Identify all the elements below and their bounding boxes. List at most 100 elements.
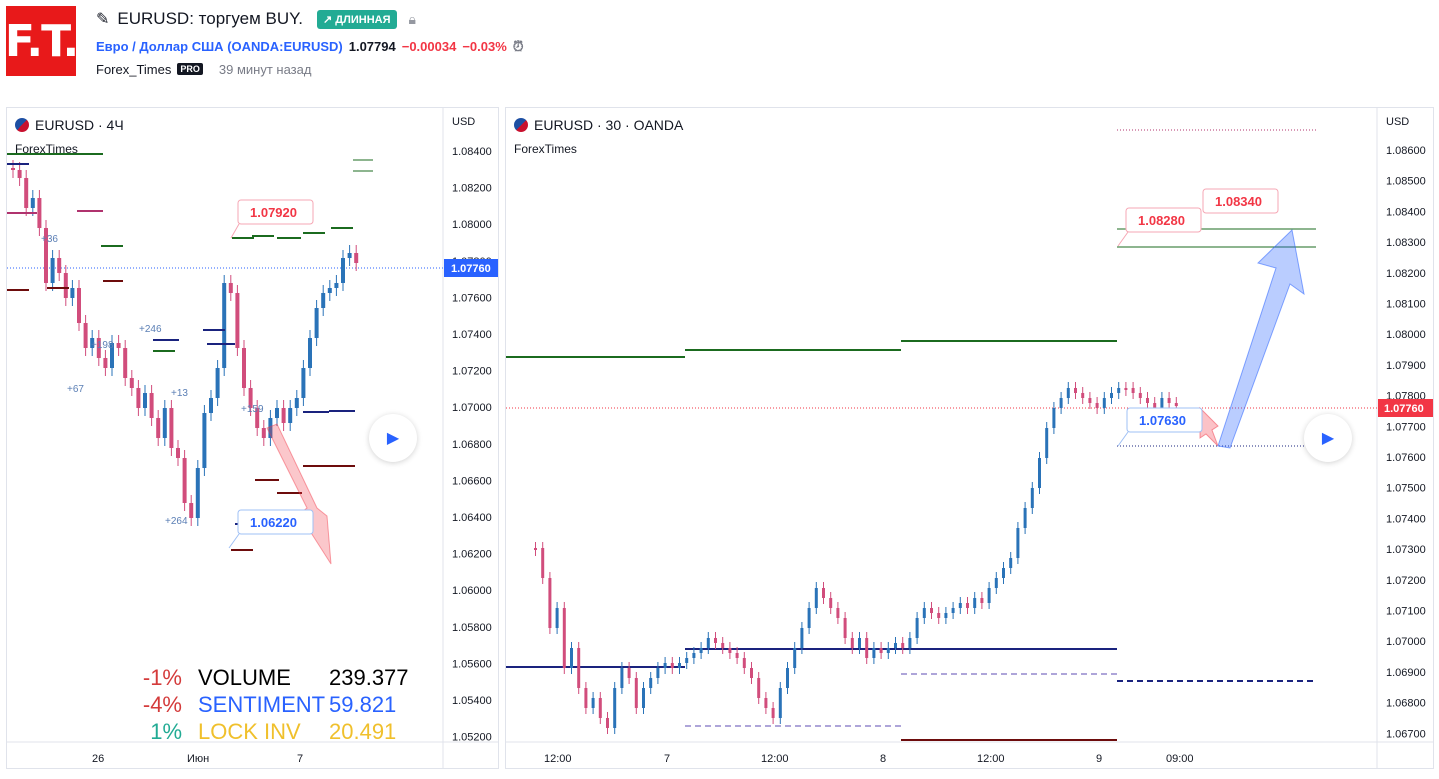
- left-candle: [228, 283, 233, 293]
- right-candle: [1146, 398, 1149, 403]
- left-callout-bottom-text: 1.06220: [250, 515, 297, 530]
- left-candle: [215, 368, 220, 398]
- right-candle: [807, 608, 811, 628]
- left-y-tick-label: 1.08400: [452, 146, 492, 158]
- right-candle: [1117, 388, 1121, 393]
- right-candle: [584, 688, 588, 708]
- left-callout-top-text: 1.07920: [250, 205, 297, 220]
- symbol-row: Евро / Доллар США (OANDA:EURUSD) 1.07794…: [96, 37, 524, 55]
- left-candle: [123, 348, 128, 378]
- left-candle: [176, 448, 180, 458]
- right-candle: [829, 598, 833, 608]
- left-candle: [242, 348, 246, 388]
- left-callout-pointer: [230, 223, 240, 239]
- left-candle: [209, 398, 213, 413]
- lockinv-pct: 1%: [150, 719, 182, 744]
- right-x-tick-label: 8: [880, 753, 886, 765]
- right-y-tick-label: 1.07300: [1386, 544, 1426, 556]
- symbol-name-link[interactable]: Евро / Доллар США (OANDA:EURUSD): [96, 39, 343, 54]
- left-candle: [334, 283, 339, 288]
- left-y-tick-label: 1.06800: [452, 439, 492, 451]
- right-y-tick-label: 1.08000: [1386, 329, 1426, 341]
- right-candle: [1023, 508, 1027, 528]
- stats-panel: -1% VOLUME 239.377 -4% SENTIMENT 59.821 …: [137, 664, 409, 745]
- right-chart-canvas[interactable]: 1.08600 1.08500 1.08400 1.08300 1.08200 1.081…: [506, 108, 1434, 769]
- right-candle: [714, 638, 717, 643]
- left-down-arrow: [266, 423, 332, 565]
- right-candle: [685, 658, 689, 663]
- left-chart-canvas[interactable]: 1.084001.082001.080001.078001.076001.074…: [7, 108, 499, 769]
- right-candle: [721, 643, 725, 648]
- long-badge: ↗ ДЛИННАЯ: [317, 9, 397, 29]
- right-play-button[interactable]: ▶: [1304, 414, 1352, 462]
- left-play-button[interactable]: ▶: [369, 414, 417, 462]
- right-x-tick-label: 9: [1096, 753, 1102, 765]
- left-x-tick-label: Июн: [187, 753, 209, 765]
- right-candle: [1110, 393, 1113, 398]
- left-candle: [341, 258, 345, 283]
- right-x-tick-label: 7: [664, 753, 670, 765]
- eurusd-flag-icon: [514, 118, 528, 132]
- right-candle: [858, 638, 861, 648]
- right-candle: [994, 578, 998, 588]
- right-candle: [1074, 388, 1077, 393]
- left-chart-panel[interactable]: 1.084001.082001.080001.078001.076001.074…: [6, 107, 499, 769]
- alarm-icon[interactable]: ⏰︎: [512, 37, 524, 54]
- right-callout-b: [1202, 188, 1279, 214]
- left-y-tick-label: 1.06400: [452, 512, 492, 524]
- left-y-tick-label: 1.05200: [452, 732, 492, 744]
- lock-icon[interactable]: 🔒︎: [408, 10, 416, 27]
- right-candle: [555, 608, 559, 628]
- stats-row-sentiment: -4% SENTIMENT 59.821: [137, 691, 409, 718]
- right-y-tick-label: 1.07100: [1386, 606, 1426, 618]
- right-y-tick-label: 1.07400: [1386, 513, 1426, 525]
- time-ago: 39 минут назад: [218, 61, 312, 77]
- left-candle: [156, 418, 161, 438]
- stats-row-lockinv: 1% LOCK INV 20.491: [137, 718, 409, 745]
- right-candle: [915, 618, 919, 638]
- right-down-arrow: [1199, 406, 1219, 447]
- right-candle: [1102, 398, 1106, 408]
- right-candle: [591, 698, 595, 708]
- left-candle: [103, 358, 108, 368]
- left-candle: [11, 168, 15, 170]
- left-small-annotation: +198: [91, 340, 114, 351]
- right-y-tick-label: 1.08300: [1386, 237, 1426, 249]
- left-candle: [347, 253, 352, 258]
- right-candle: [1059, 398, 1063, 408]
- right-y-tick-label: 1.08600: [1386, 145, 1426, 157]
- right-candle: [750, 668, 753, 678]
- right-candle: [1081, 393, 1085, 398]
- idea-icon: ✎: [96, 11, 110, 28]
- right-callout-entry: [1126, 407, 1203, 433]
- right-up-arrow: [1217, 228, 1305, 449]
- left-candle: [50, 258, 55, 283]
- brand-logo[interactable]: F.T.: [5, 6, 79, 76]
- right-y-tick-label: 1.07600: [1386, 452, 1426, 464]
- right-candle: [843, 618, 847, 638]
- right-candle: [598, 698, 602, 718]
- right-chart-panel[interactable]: 1.08600 1.08500 1.08400 1.08300 1.08200 1.081…: [505, 107, 1434, 769]
- right-candle: [534, 548, 537, 550]
- right-candle: [656, 668, 660, 678]
- left-small-annotation: +159: [241, 404, 264, 415]
- right-candle: [1038, 458, 1041, 488]
- left-candle: [248, 388, 253, 408]
- right-y-tick-label: 1.06800: [1386, 698, 1426, 710]
- left-candle: [17, 170, 22, 178]
- volume-label: VOLUME: [198, 665, 291, 690]
- right-candle: [735, 653, 739, 658]
- right-candle: [901, 643, 905, 648]
- left-candle: [235, 293, 240, 348]
- author-row: Forex_Times PRO 39 минут назад: [96, 60, 311, 78]
- left-candle: [37, 198, 42, 228]
- left-y-tick-label: 1.08200: [452, 183, 492, 195]
- left-candle: [143, 393, 147, 408]
- author-name[interactable]: Forex_Times: [96, 61, 172, 77]
- left-y-tick-label: 1.07400: [452, 329, 492, 341]
- left-candle: [169, 408, 174, 448]
- left-y-tick-label: 1.07000: [452, 402, 492, 414]
- right-candle: [1124, 388, 1128, 390]
- right-callout-a-text: 1.08280: [1138, 213, 1185, 228]
- lockinv-value: 20.491: [329, 719, 397, 744]
